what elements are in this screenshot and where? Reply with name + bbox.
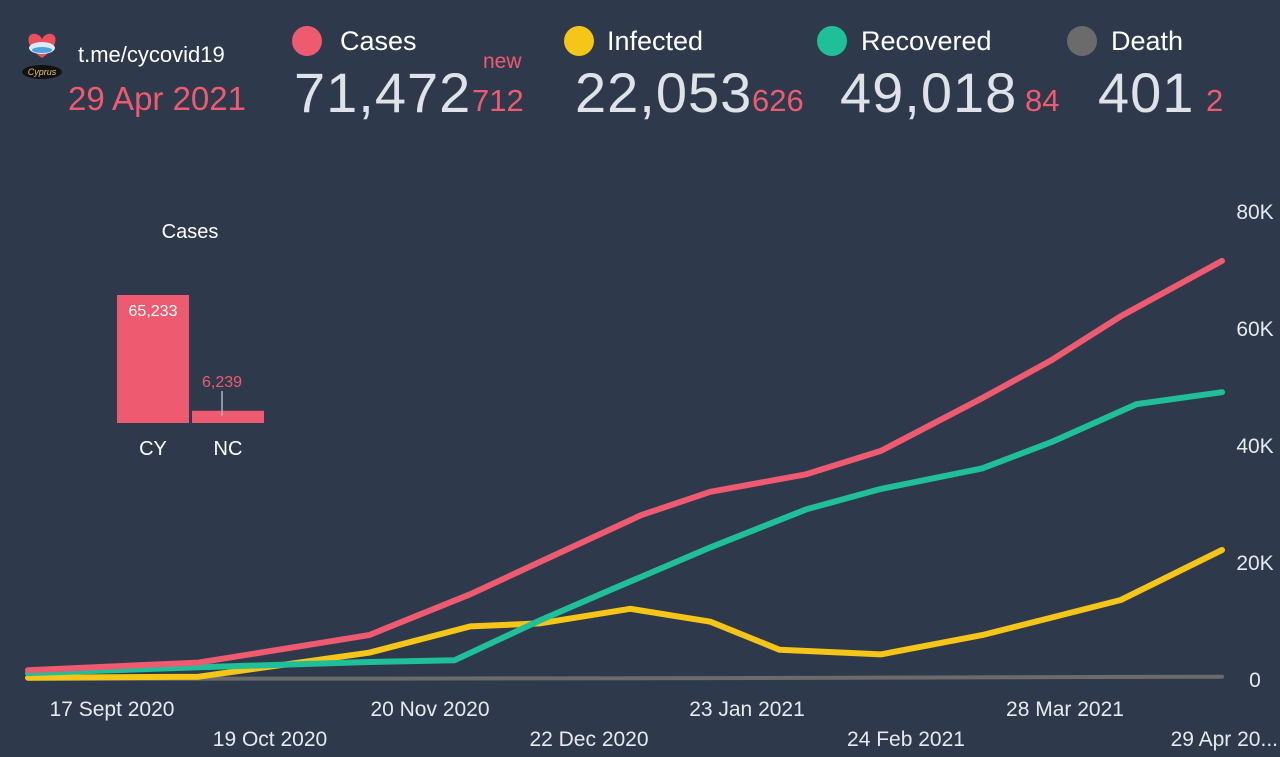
infected-value: 22,053 — [575, 61, 753, 124]
x-tick-label: 17 Sept 2020 — [50, 698, 175, 721]
bar-category-label: CY — [139, 438, 167, 460]
infected-legend-dot — [564, 26, 594, 56]
y-tick-label: 40K — [1236, 435, 1273, 458]
bar-category-label: NC — [214, 438, 243, 460]
infected-new: 626 — [752, 83, 804, 118]
series-line-cases — [25, 257, 1225, 674]
series-line-infected — [25, 547, 1225, 681]
x-tick-label: 22 Dec 2020 — [529, 728, 648, 751]
cases-new: 712 — [472, 83, 524, 118]
recovered-value: 49,018 — [840, 61, 1018, 124]
series-line-death — [26, 674, 1224, 681]
timeline-line-chart: 80K 60K 40K 20K 0 17 Sept 2020 19 Oct 2020 20 N… — [25, 201, 1278, 751]
bar-value-label: 65,233 — [129, 303, 178, 320]
x-tick-label: 24 Feb 2021 — [847, 728, 965, 751]
death-legend-dot — [1067, 26, 1097, 56]
new-tag: new — [483, 50, 522, 73]
y-tick-label: 80K — [1236, 201, 1273, 224]
y-tick-label: 20K — [1236, 552, 1273, 575]
source-link[interactable]: t.me/cycovid19 — [78, 42, 225, 67]
recovered-legend-dot — [817, 26, 847, 56]
bar-chart-title: Cases — [162, 221, 219, 243]
x-tick-label: 29 Apr 20... — [1171, 728, 1278, 751]
report-date: 29 Apr 2021 — [68, 80, 246, 117]
recovered-new: 84 — [1025, 83, 1060, 118]
series-line-recovered — [25, 389, 1225, 677]
death-value: 401 — [1098, 61, 1195, 124]
cyprus-heart-logo-icon: Cyprus — [22, 33, 62, 79]
infected-label: Infected — [607, 26, 704, 56]
svg-text:Cyprus: Cyprus — [28, 67, 57, 77]
death-new: 2 — [1206, 83, 1224, 118]
death-label: Death — [1111, 26, 1184, 56]
bar-value-label: 6,239 — [202, 374, 242, 391]
region-bar-chart: Cases CY NC 65,233 6,239 — [117, 221, 264, 460]
cases-legend-dot — [292, 26, 322, 56]
bar-nc — [192, 410, 264, 423]
x-tick-label: 20 Nov 2020 — [370, 698, 489, 721]
bar-cy — [117, 295, 189, 423]
x-tick-label: 28 Mar 2021 — [1006, 698, 1124, 721]
cases-value: 71,472 — [294, 61, 472, 124]
y-tick-label: 60K — [1236, 318, 1273, 341]
cases-label: Cases — [340, 26, 417, 56]
x-tick-label: 19 Oct 2020 — [213, 728, 327, 751]
x-tick-label: 23 Jan 2021 — [689, 698, 805, 721]
y-tick-label: 0 — [1249, 669, 1261, 692]
recovered-label: Recovered — [861, 26, 992, 56]
